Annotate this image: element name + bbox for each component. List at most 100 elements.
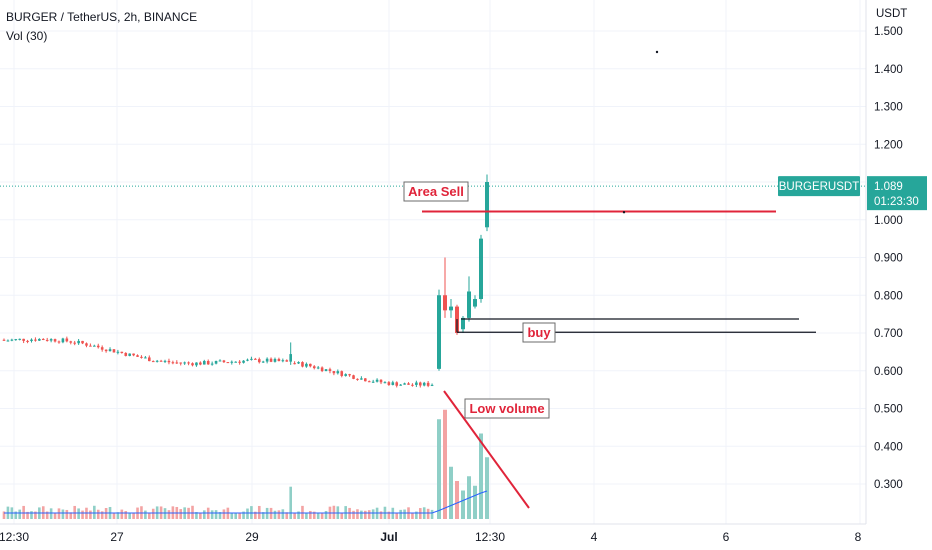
candle-body bbox=[309, 363, 312, 367]
volume-indicator-label[interactable]: Vol (30) bbox=[6, 29, 48, 43]
price-tick-label: 1.200 bbox=[874, 139, 903, 151]
volume-bar bbox=[246, 508, 249, 519]
candle-body bbox=[265, 358, 269, 362]
candle-body bbox=[305, 363, 308, 367]
candle-body bbox=[395, 382, 399, 386]
candle-body bbox=[187, 362, 190, 364]
volume-bar bbox=[124, 511, 128, 519]
volume-bar bbox=[148, 512, 151, 519]
area-sell-label: Area Sell bbox=[408, 184, 464, 199]
candle-body bbox=[69, 341, 73, 343]
candle-body bbox=[171, 362, 175, 364]
price-tick-label: 0.700 bbox=[874, 328, 903, 340]
candle-body bbox=[214, 361, 218, 364]
candle-body bbox=[403, 383, 406, 385]
candle-body bbox=[254, 358, 257, 360]
candle-body bbox=[218, 360, 222, 362]
volume-bar bbox=[426, 508, 430, 519]
volume-bars bbox=[2, 409, 489, 519]
candle-body bbox=[281, 360, 285, 362]
candle-body bbox=[53, 339, 57, 342]
candle-body bbox=[301, 362, 304, 367]
candle-body bbox=[183, 362, 186, 364]
volume-bar bbox=[89, 510, 92, 519]
candle-body bbox=[34, 339, 37, 341]
candle-body bbox=[332, 371, 336, 374]
volume-bar bbox=[214, 510, 218, 519]
candle-body bbox=[2, 339, 6, 341]
candle-body bbox=[250, 358, 253, 360]
volume-bar bbox=[69, 512, 73, 519]
volume-bar bbox=[449, 466, 453, 519]
volume-bar bbox=[132, 512, 135, 519]
candle-body bbox=[179, 362, 183, 364]
volume-bar bbox=[45, 511, 49, 519]
price-badge-value: 1.089 bbox=[874, 181, 903, 193]
volume-bar bbox=[34, 511, 37, 519]
volume-bar bbox=[281, 509, 285, 519]
candle-body bbox=[411, 384, 414, 386]
candle-body bbox=[418, 382, 422, 386]
candle-body bbox=[242, 360, 245, 363]
candle-body bbox=[22, 338, 25, 341]
candle-body bbox=[371, 381, 375, 383]
price-tick-label: 1.300 bbox=[874, 102, 903, 114]
buy-label-box bbox=[522, 322, 556, 343]
volume-bar bbox=[195, 512, 198, 519]
volume-bar bbox=[293, 512, 296, 519]
candle-body bbox=[285, 360, 289, 362]
candle-body bbox=[191, 363, 194, 366]
candle-body bbox=[336, 371, 340, 374]
volume-bar bbox=[238, 513, 241, 519]
candle-body bbox=[316, 367, 320, 369]
candle-body bbox=[379, 379, 383, 383]
volume-bar bbox=[167, 510, 171, 519]
volume-bar bbox=[199, 513, 202, 519]
candle-body bbox=[45, 339, 49, 341]
candle-body bbox=[148, 357, 151, 362]
price-axis[interactable]: 1.5001.4001.3001.2001.1001.0000.9000.800… bbox=[874, 26, 903, 491]
candle-body bbox=[10, 339, 14, 341]
candle-body bbox=[41, 338, 45, 340]
volume-bar bbox=[234, 513, 238, 519]
volume-bar bbox=[485, 457, 489, 519]
volume-bar bbox=[128, 513, 131, 519]
candle-body bbox=[415, 382, 418, 385]
candle-body bbox=[297, 362, 300, 364]
last-price-badge: BURGERUSDT 1.089 01:23:30 bbox=[778, 176, 927, 211]
volume-bar bbox=[22, 505, 25, 519]
candle-body bbox=[473, 299, 477, 307]
low-volume-label-box bbox=[464, 398, 550, 419]
candle-body bbox=[144, 357, 147, 359]
volume-bar bbox=[437, 419, 441, 519]
candle-body bbox=[199, 362, 202, 365]
volume-bar bbox=[112, 513, 116, 519]
volume-bar bbox=[179, 509, 183, 519]
candle-body bbox=[38, 338, 41, 341]
volume-bar bbox=[81, 510, 84, 519]
volume-bar bbox=[297, 511, 300, 519]
volume-bar bbox=[309, 510, 312, 519]
candlesticks bbox=[2, 174, 489, 388]
candle-body bbox=[26, 340, 29, 342]
candle-body bbox=[289, 354, 292, 362]
candle-body bbox=[155, 360, 159, 362]
candle-body bbox=[328, 369, 332, 372]
volume-bar bbox=[257, 505, 261, 519]
volume-bar bbox=[151, 508, 155, 519]
price-tick-label: 0.600 bbox=[874, 366, 903, 378]
volume-bar bbox=[312, 511, 316, 519]
candle-body bbox=[320, 367, 324, 372]
volume-bar bbox=[210, 510, 214, 519]
time-axis[interactable]: 12:30 27 29 Jul 12:30 4 6 8 bbox=[0, 530, 862, 544]
candle-body bbox=[81, 340, 84, 344]
volume-bar bbox=[418, 508, 422, 519]
candle-body bbox=[273, 358, 277, 362]
candle-body bbox=[151, 361, 155, 363]
candle-body bbox=[364, 378, 367, 382]
volume-bar bbox=[116, 512, 120, 519]
low-volume-label: Low volume bbox=[469, 401, 544, 416]
time-tick-label: 12:30 bbox=[0, 530, 29, 544]
candle-body bbox=[77, 340, 80, 344]
